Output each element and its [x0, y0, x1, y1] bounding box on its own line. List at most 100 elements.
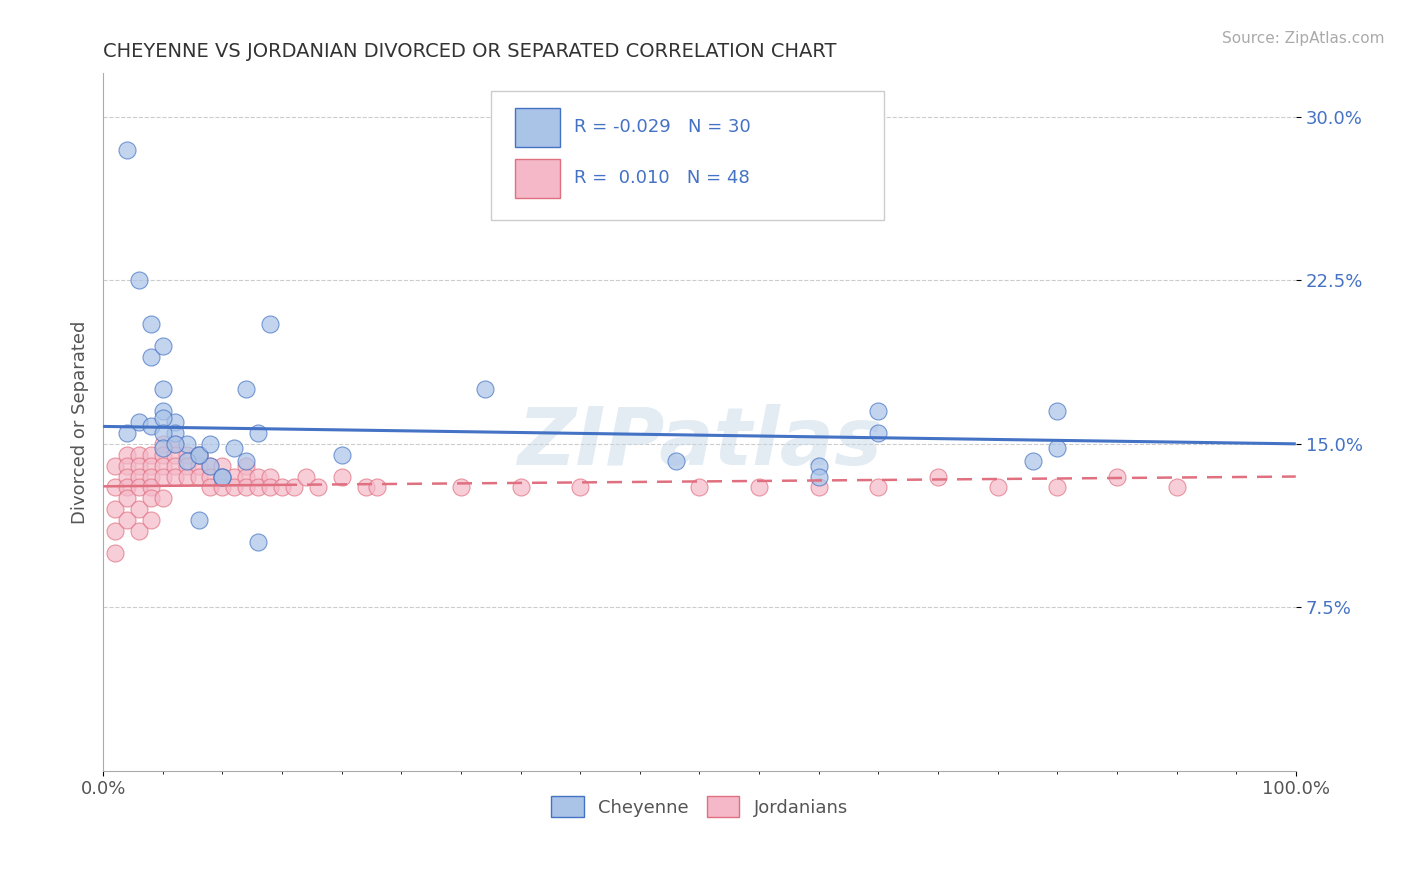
- Point: [152, 339, 174, 353]
- Point: [176, 437, 198, 451]
- Point: [665, 454, 688, 468]
- Point: [104, 480, 127, 494]
- Point: [176, 448, 198, 462]
- Point: [868, 425, 890, 440]
- Point: [247, 469, 270, 483]
- Text: CHEYENNE VS JORDANIAN DIVORCED OR SEPARATED CORRELATION CHART: CHEYENNE VS JORDANIAN DIVORCED OR SEPARA…: [103, 42, 837, 61]
- Point: [163, 458, 186, 473]
- Text: R = -0.029   N = 30: R = -0.029 N = 30: [574, 118, 751, 136]
- Text: ZIPatlas: ZIPatlas: [517, 404, 882, 482]
- Point: [509, 480, 531, 494]
- Point: [569, 480, 592, 494]
- Point: [128, 458, 150, 473]
- Point: [163, 437, 186, 451]
- Point: [104, 502, 127, 516]
- Point: [139, 448, 162, 462]
- Point: [1046, 404, 1069, 418]
- Point: [187, 458, 209, 473]
- Point: [200, 437, 222, 451]
- Point: [187, 448, 209, 462]
- Point: [163, 469, 186, 483]
- Point: [224, 441, 246, 455]
- Point: [163, 448, 186, 462]
- FancyBboxPatch shape: [515, 159, 560, 197]
- Point: [139, 317, 162, 331]
- Point: [259, 469, 281, 483]
- Point: [366, 480, 388, 494]
- Point: [200, 458, 222, 473]
- Point: [330, 469, 353, 483]
- Point: [128, 480, 150, 494]
- Point: [211, 469, 233, 483]
- Point: [927, 469, 949, 483]
- Point: [688, 480, 710, 494]
- Point: [115, 469, 138, 483]
- Point: [152, 441, 174, 455]
- Point: [115, 425, 138, 440]
- Point: [187, 469, 209, 483]
- Point: [115, 143, 138, 157]
- Point: [1166, 480, 1188, 494]
- Point: [128, 469, 150, 483]
- Point: [235, 458, 257, 473]
- Point: [187, 448, 209, 462]
- FancyBboxPatch shape: [491, 91, 884, 219]
- Point: [354, 480, 377, 494]
- Point: [139, 491, 162, 506]
- Point: [247, 425, 270, 440]
- Point: [450, 480, 472, 494]
- Point: [104, 458, 127, 473]
- Point: [474, 383, 496, 397]
- Point: [330, 448, 353, 462]
- Point: [152, 491, 174, 506]
- Point: [1046, 480, 1069, 494]
- Point: [104, 546, 127, 560]
- Point: [176, 469, 198, 483]
- Point: [139, 513, 162, 527]
- Point: [115, 491, 138, 506]
- Point: [176, 454, 198, 468]
- Point: [152, 404, 174, 418]
- Point: [128, 524, 150, 538]
- Point: [128, 448, 150, 462]
- Point: [139, 350, 162, 364]
- FancyBboxPatch shape: [515, 108, 560, 146]
- Point: [868, 404, 890, 418]
- Point: [807, 458, 830, 473]
- Point: [200, 480, 222, 494]
- Point: [224, 469, 246, 483]
- Point: [1022, 454, 1045, 468]
- Point: [187, 513, 209, 527]
- Point: [128, 273, 150, 287]
- Point: [139, 419, 162, 434]
- Point: [163, 415, 186, 429]
- Point: [807, 480, 830, 494]
- Point: [259, 317, 281, 331]
- Point: [211, 469, 233, 483]
- Point: [104, 524, 127, 538]
- Point: [748, 480, 770, 494]
- Point: [139, 480, 162, 494]
- Point: [152, 425, 174, 440]
- Point: [200, 469, 222, 483]
- Point: [163, 437, 186, 451]
- Point: [200, 458, 222, 473]
- Point: [1046, 441, 1069, 455]
- Point: [807, 469, 830, 483]
- Text: Source: ZipAtlas.com: Source: ZipAtlas.com: [1222, 31, 1385, 46]
- Point: [211, 469, 233, 483]
- Legend: Cheyenne, Jordanians: Cheyenne, Jordanians: [544, 789, 855, 824]
- Point: [247, 480, 270, 494]
- Point: [128, 502, 150, 516]
- Point: [1105, 469, 1128, 483]
- Point: [176, 458, 198, 473]
- Point: [235, 454, 257, 468]
- Point: [115, 458, 138, 473]
- Point: [211, 480, 233, 494]
- Point: [152, 469, 174, 483]
- Point: [115, 448, 138, 462]
- Text: R =  0.010   N = 48: R = 0.010 N = 48: [574, 169, 749, 187]
- Point: [115, 480, 138, 494]
- Point: [139, 458, 162, 473]
- Point: [224, 480, 246, 494]
